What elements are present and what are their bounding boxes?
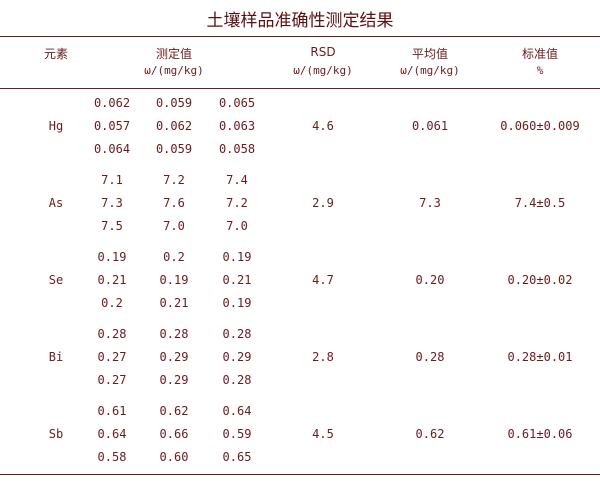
measured-value-cell: 0.21 (222, 273, 252, 287)
table-row: Sb 0.61 0.62 0.64 0.64 0.66 0.59 0.58 0.60 0.65 4.… (0, 403, 600, 480)
page-title: 土壤样品准确性测定结果 (206, 11, 394, 31)
measured-value-cell: 0.29 (159, 350, 189, 364)
measured-value-cell: 0.28 (97, 327, 127, 341)
measured-value-cell: 0.062 (155, 119, 193, 133)
mean-cell: 0.20 (415, 273, 445, 287)
measured-value-cell: 7.2 (163, 173, 185, 187)
measured-value-cell: 0.28 (222, 327, 252, 341)
measured-value-cell: 0.59 (222, 427, 252, 441)
header-mean: 平均值 (411, 47, 449, 61)
header-standard: 标准值 (521, 47, 559, 61)
measured-value-cell: 7.2 (226, 196, 248, 210)
measured-value-cell: 0.64 (222, 404, 252, 418)
measured-value-cell: 7.6 (163, 196, 185, 210)
measured-value-cell: 0.28 (222, 373, 252, 387)
table-row: Bi 0.28 0.28 0.28 0.27 0.29 0.29 0.27 0.29 0.28 2.… (0, 326, 600, 403)
top-rule (0, 36, 600, 37)
measured-value-cell: 0.27 (97, 373, 127, 387)
measured-value-cell: 0.19 (222, 250, 252, 264)
measured-value-cell: 0.2 (163, 250, 185, 264)
header-measured-unit: ω/(mg/kg) (144, 64, 204, 77)
mean-cell: 0.061 (411, 119, 449, 133)
measured-value-cell: 0.65 (222, 450, 252, 464)
header-standard-unit: % (536, 64, 544, 77)
standard-cell: 7.4±0.5 (514, 196, 566, 210)
standard-cell: 0.060±0.009 (500, 119, 580, 133)
element-cell: Bi (48, 350, 64, 364)
measured-value-cell: 0.059 (155, 142, 193, 156)
header-mean-unit: ω/(mg/kg) (400, 64, 460, 77)
measured-value-cell: 0.64 (97, 427, 127, 441)
measured-value-cell: 0.66 (159, 427, 189, 441)
measured-value-cell: 0.29 (222, 350, 252, 364)
measured-value-cell: 7.3 (101, 196, 123, 210)
measured-value-cell: 0.62 (159, 404, 189, 418)
header-rsd-unit: ω/(mg/kg) (293, 64, 353, 77)
element-cell: As (48, 196, 64, 210)
measured-value-cell: 0.27 (97, 350, 127, 364)
measured-value-cell: 0.064 (93, 142, 131, 156)
rsd-cell: 4.6 (312, 119, 334, 133)
measured-value-cell: 7.0 (163, 219, 185, 233)
header-rule (0, 88, 600, 89)
rsd-cell: 4.7 (312, 273, 334, 287)
measured-value-cell: 0.61 (97, 404, 127, 418)
mean-cell: 7.3 (419, 196, 441, 210)
table-row: Hg 0.062 0.059 0.065 0.057 0.062 0.063 0.064 0.0… (0, 95, 600, 172)
measured-value-cell: 0.19 (222, 296, 252, 310)
measured-value-cell: 0.60 (159, 450, 189, 464)
measured-value-cell: 0.059 (155, 96, 193, 110)
measured-value-cell: 0.057 (93, 119, 131, 133)
element-cell: Hg (48, 119, 64, 133)
mean-cell: 0.28 (415, 350, 445, 364)
measured-value-cell: 0.21 (159, 296, 189, 310)
mean-cell: 0.62 (415, 427, 445, 441)
measured-value-cell: 7.1 (101, 173, 123, 187)
measured-value-cell: 0.19 (159, 273, 189, 287)
measured-value-cell: 0.065 (218, 96, 256, 110)
header-measured: 测定值 (155, 47, 193, 61)
header-element: 元素 (43, 47, 69, 61)
rsd-cell: 2.8 (312, 350, 334, 364)
element-cell: Sb (48, 427, 64, 441)
measured-value-cell: 0.58 (97, 450, 127, 464)
measured-value-cell: 0.21 (97, 273, 127, 287)
measured-value-cell: 7.5 (101, 219, 123, 233)
table-row: Se 0.19 0.2 0.19 0.21 0.19 0.21 0.2 0.21 0.19 4.7 0… (0, 249, 600, 326)
bottom-rule (0, 474, 600, 475)
measured-value-cell: 7.4 (226, 173, 248, 187)
standard-cell: 0.28±0.01 (507, 350, 573, 364)
rsd-cell: 2.9 (312, 196, 334, 210)
measured-value-cell: 7.0 (226, 219, 248, 233)
measured-value-cell: 0.29 (159, 373, 189, 387)
measured-value-cell: 0.19 (97, 250, 127, 264)
table-row: As 7.1 7.2 7.4 7.3 7.6 7.2 7.5 7.0 7.0 2.9 7.3 7.4±0… (0, 172, 600, 249)
standard-cell: 0.20±0.02 (507, 273, 573, 287)
element-cell: Se (48, 273, 64, 287)
measured-value-cell: 0.063 (218, 119, 256, 133)
measured-value-cell: 0.2 (101, 296, 123, 310)
header-rsd: RSD (310, 45, 336, 59)
standard-cell: 0.61±0.06 (507, 427, 573, 441)
measured-value-cell: 0.058 (218, 142, 256, 156)
measured-value-cell: 0.062 (93, 96, 131, 110)
measured-value-cell: 0.28 (159, 327, 189, 341)
rsd-cell: 4.5 (312, 427, 334, 441)
